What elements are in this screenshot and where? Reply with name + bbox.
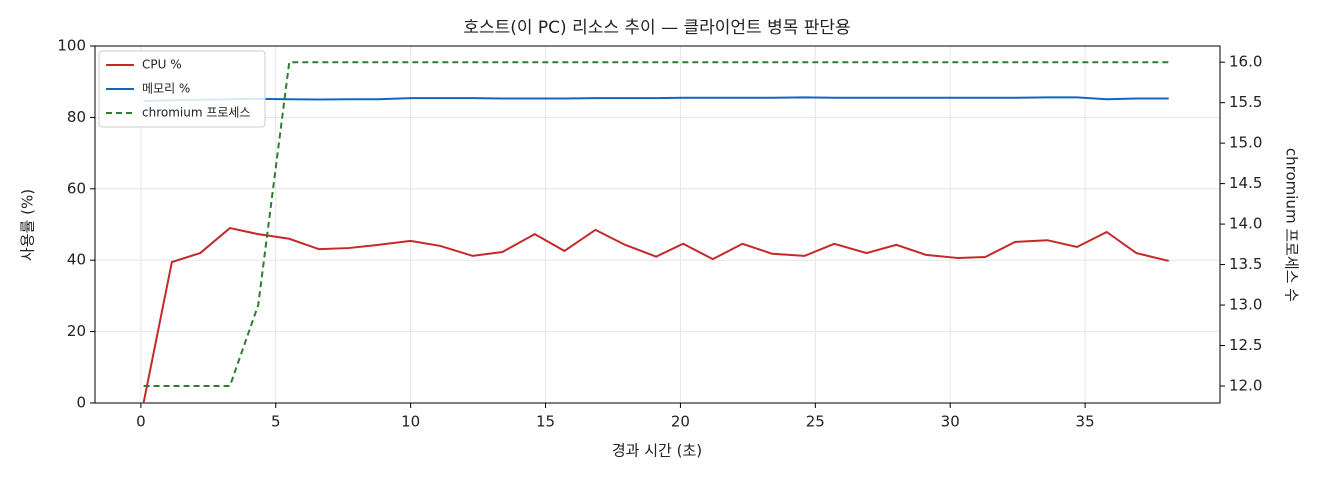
y2-tick-label: 15.0 <box>1229 134 1262 152</box>
series-line <box>143 61 1169 387</box>
plot-frame <box>94 45 1221 404</box>
x-tick-label: 15 <box>536 413 555 431</box>
x-tick-label: 30 <box>941 413 960 431</box>
y2-tick-label: 13.5 <box>1229 255 1262 273</box>
legend-box <box>98 50 266 128</box>
series-line <box>143 96 1169 102</box>
chart-title: 호스트(이 PC) 리소스 추이 — 클라이언트 병목 판단용 <box>463 18 850 38</box>
y2-tick-label: 13.0 <box>1229 296 1262 314</box>
y-tick-label: 0 <box>76 394 86 412</box>
y-tick-label: 60 <box>67 179 86 197</box>
y-tick-label: 40 <box>67 251 86 269</box>
y2-tick-label: 12.5 <box>1229 336 1262 354</box>
x-tick-label: 20 <box>671 413 690 431</box>
y2-axis-label: chromium 프로세스 수 <box>1283 148 1301 302</box>
y-tick-label: 80 <box>67 108 86 126</box>
y2-tick-label: 15.5 <box>1229 93 1262 111</box>
series-line <box>142 226 1169 404</box>
x-tick-label: 10 <box>401 413 420 431</box>
y2-tick-label: 14.0 <box>1229 215 1262 233</box>
x-axis-label: 경과 시간 (초) <box>612 442 702 460</box>
y2-tick-label: 14.5 <box>1229 174 1262 192</box>
x-tick-label: 0 <box>136 413 146 431</box>
y-tick-label: 20 <box>67 322 86 340</box>
y-axis-label: 사용률 (%) <box>19 189 37 261</box>
legend-label: CPU % <box>142 58 182 72</box>
x-tick-label: 5 <box>271 413 281 431</box>
x-tick-label: 35 <box>1076 413 1095 431</box>
legend-label: 메모리 % <box>142 82 190 96</box>
y2-tick-label: 12.0 <box>1229 377 1262 395</box>
x-tick-label: 25 <box>806 413 825 431</box>
legend-label: chromium 프로세스 <box>142 106 251 120</box>
y2-tick-label: 16.0 <box>1229 53 1262 71</box>
y-tick-label: 100 <box>57 37 86 55</box>
